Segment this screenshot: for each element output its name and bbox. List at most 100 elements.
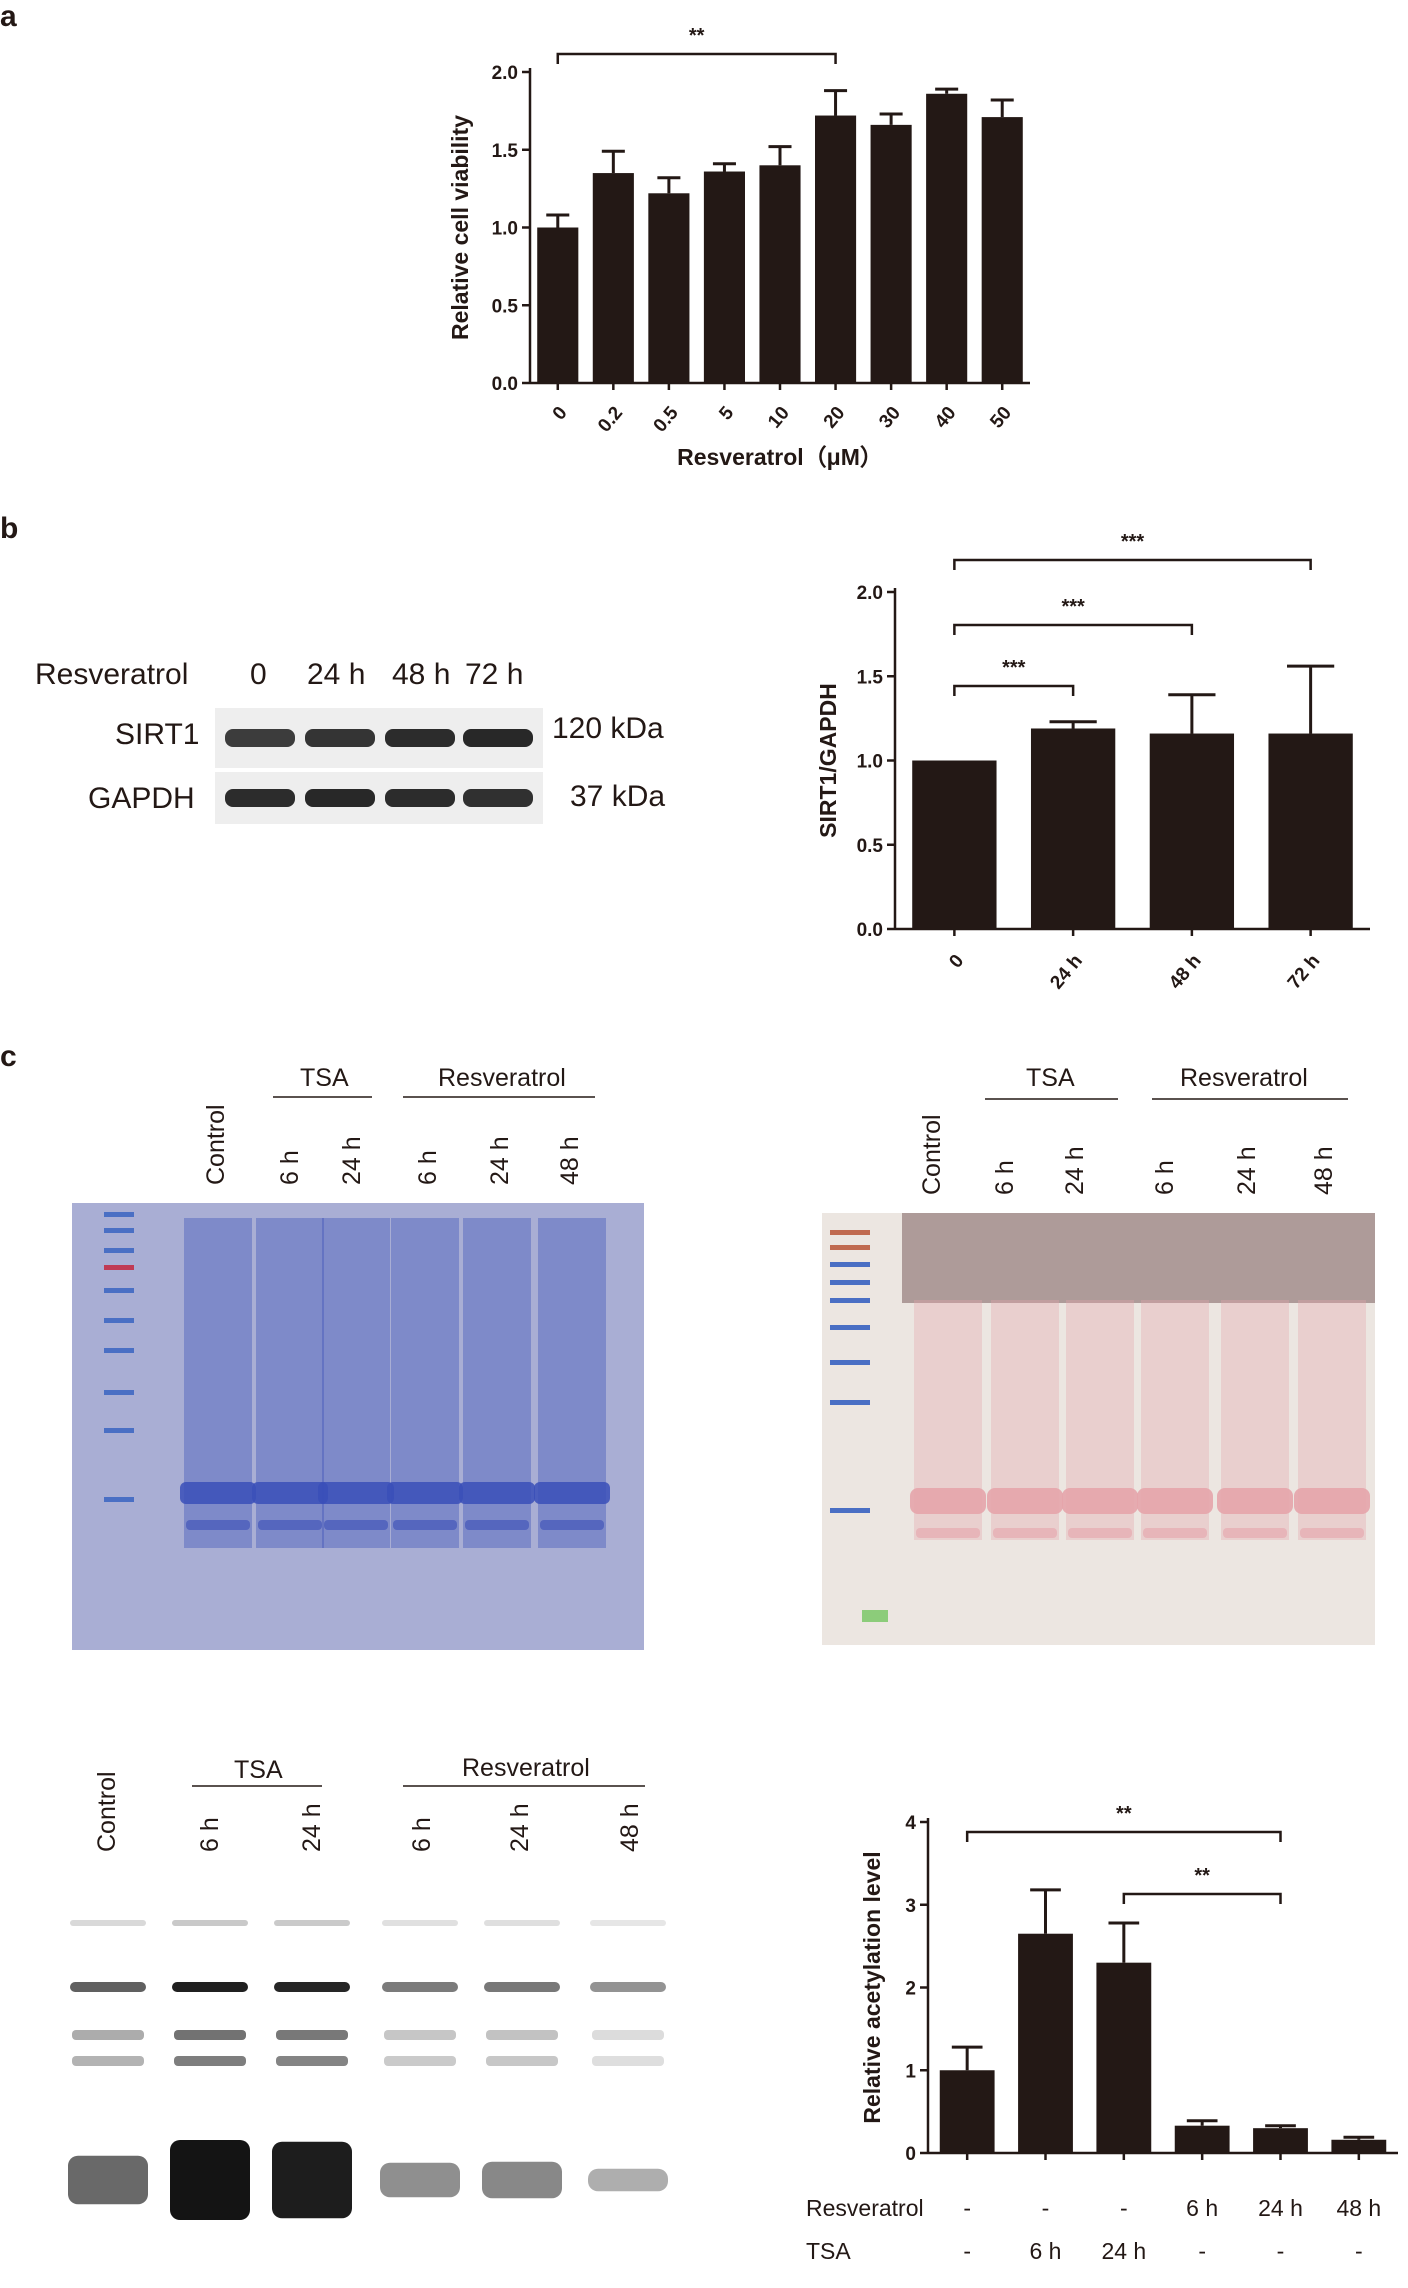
acetyl-band	[274, 1982, 350, 1992]
lane-minor-band	[465, 1520, 529, 1530]
y-tick-label: 1	[905, 2061, 916, 2082]
wb-lane-label: 24 h	[307, 658, 366, 691]
marker-band	[104, 1212, 134, 1217]
acetyl-band	[174, 2030, 246, 2040]
wb-lane-label: 48 h	[392, 658, 451, 691]
coomassie-tsa-label: TSA	[300, 1064, 349, 1092]
ponceau-gel-group: TSA Resveratrol Control 6 h 24 h 6 h 24 h 48 …	[700, 1050, 1400, 1650]
lane-major-band	[1294, 1488, 1370, 1514]
bar	[1268, 733, 1353, 929]
panel-letter-b: b	[0, 512, 19, 545]
bar	[1174, 2125, 1230, 2153]
wb-band	[225, 729, 295, 747]
lane-minor-band	[186, 1520, 250, 1530]
acetyl-tsa-label: TSA	[234, 1756, 283, 1784]
condition-cell: -	[1277, 2238, 1285, 2264]
y-tick-label: 2	[905, 1979, 916, 2000]
y-tick-label: 1.5	[857, 667, 884, 688]
wb-band	[463, 729, 533, 747]
bar	[1149, 733, 1235, 929]
condition-row-label: Resveratrol	[806, 2195, 924, 2221]
lane-major-band	[987, 1488, 1063, 1514]
condition-cell: 24 h	[1258, 2195, 1303, 2221]
acetyl-band	[484, 1982, 560, 1992]
gel-lane-label: 24 h	[1061, 1146, 1089, 1195]
marker-band	[830, 1508, 870, 1513]
acetyl-band	[592, 2030, 664, 2040]
acetyl-band	[380, 2162, 460, 2198]
y-tick-label: 0.0	[857, 920, 883, 941]
condition-cell: -	[963, 2195, 971, 2221]
y-tick-label: 0	[905, 2144, 916, 2165]
acetyl-band	[72, 2030, 144, 2040]
acetyl-lane-label: 6 h	[196, 1817, 224, 1852]
y-tick-label: 2.0	[857, 583, 883, 604]
lane-minor-band	[324, 1520, 388, 1530]
acetyl-band	[384, 2030, 456, 2040]
acetyl-band	[172, 1920, 248, 1926]
marker-band	[830, 1298, 870, 1303]
y-tick-label: 2.0	[492, 63, 518, 84]
sirt1-western-blot: Resveratrol 0 24 h 48 h 72 h SIRT1 GAPDH…	[0, 640, 720, 840]
panel-letter-c: c	[0, 1040, 17, 1073]
wb-band	[225, 789, 295, 807]
bar	[592, 173, 634, 383]
gel-lane-label: 6 h	[414, 1150, 442, 1185]
condition-cell: -	[963, 2238, 971, 2264]
bar	[1096, 1962, 1152, 2153]
acetyl-band	[274, 1920, 350, 1926]
ponceau-lane-labels: Control 6 h 24 h 6 h 24 h 48 h	[918, 1114, 1338, 1195]
acetyl-band	[68, 2155, 148, 2205]
significance-bracket	[1122, 1892, 1282, 1904]
marker-band	[830, 1245, 870, 1250]
coomassie-gel-group: TSA Resveratrol Control 6 h 24 h 6 h 24 h 48 …	[0, 1050, 700, 1650]
acetylation-blot: Control 6 h 24 h 6 h 24 h 48 h	[68, 1771, 668, 2220]
wb-size-sirt1: 120 kDa	[552, 712, 664, 745]
x-axis-title: Resveratrol（μM）	[677, 444, 883, 470]
bar	[537, 227, 579, 383]
acetyl-band	[482, 2161, 562, 2199]
significance-bracket	[556, 52, 837, 64]
acetyl-band	[276, 2056, 348, 2066]
lane-minor-band	[1143, 1528, 1207, 1538]
ponceau-res-label: Resveratrol	[1180, 1064, 1308, 1092]
y-tick-label: 1.5	[492, 141, 519, 162]
lane-major-band	[534, 1482, 610, 1504]
acetyl-res-label: Resveratrol	[462, 1754, 590, 1782]
bar	[939, 2070, 995, 2153]
significance-label: **	[689, 25, 705, 47]
wb-size-gapdh: 37 kDa	[570, 780, 666, 813]
y-tick-label: 0.5	[857, 836, 884, 857]
condition-cell: -	[1198, 2238, 1206, 2264]
acetyl-band	[172, 1982, 248, 1992]
significance-label: **	[1194, 1865, 1210, 1887]
wb-band	[305, 789, 375, 807]
gel-lane-label: 24 h	[486, 1136, 514, 1185]
significance-label: ***	[1002, 657, 1026, 679]
wb-band	[305, 729, 375, 747]
coomassie-res-label: Resveratrol	[438, 1064, 566, 1092]
y-tick-label: 1.0	[857, 752, 883, 773]
acetyl-band	[486, 2056, 558, 2066]
bar	[1030, 728, 1116, 929]
acetyl-band	[590, 1920, 666, 1926]
wb-lane-label: 0	[250, 658, 267, 691]
lane-major-band	[180, 1482, 256, 1504]
marker-band	[104, 1348, 134, 1353]
acetylation-blot-group: TSA Resveratrol Control 6 h 24 h 6 h 24 h 48 …	[0, 1740, 700, 2288]
y-axis-title: Relative acetylation level	[859, 1851, 885, 2123]
ponceau-top-region	[902, 1213, 1375, 1303]
significance-bracket	[965, 1830, 1282, 1842]
y-tick-label: 0.0	[492, 374, 518, 395]
condition-row-label: TSA	[806, 2238, 851, 2264]
condition-cell: 24 h	[1101, 2238, 1146, 2264]
acetyl-band	[588, 2168, 668, 2192]
marker-band	[830, 1280, 870, 1285]
panel-letter-a: a	[0, 0, 17, 33]
condition-cell: 6 h	[1030, 2238, 1062, 2264]
y-tick-label: 3	[905, 1896, 916, 1917]
wb-protein-gapdh: GAPDH	[88, 782, 195, 815]
marker-band	[830, 1230, 870, 1235]
y-axis-title: SIRT1/GAPDH	[815, 683, 841, 838]
